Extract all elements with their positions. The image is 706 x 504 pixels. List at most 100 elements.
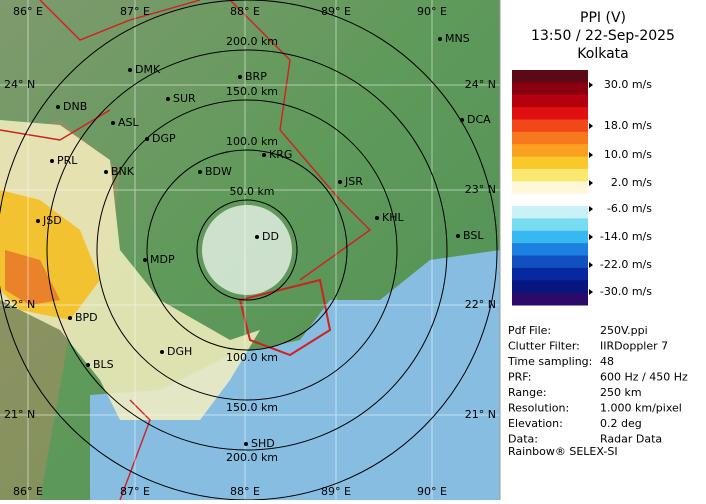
lat-label: 23° N (465, 183, 496, 196)
scale-band (512, 107, 588, 120)
lon-label: 89° E (321, 485, 351, 498)
info-key: Data: (508, 433, 538, 446)
city-dot (143, 258, 147, 262)
scale-band (512, 267, 588, 281)
scale-band (512, 82, 588, 96)
lon-label: 88° E (230, 5, 260, 18)
city-dot (56, 105, 60, 109)
ring-label: 200.0 km (226, 35, 278, 48)
ring-label: 150.0 km (226, 85, 278, 98)
lon-label: 90° E (417, 5, 447, 18)
scale-arrow (589, 180, 593, 186)
scale-label: 10.0 m/s (604, 148, 652, 161)
lat-label: 24° N (465, 78, 496, 91)
city-label: ASL (118, 116, 140, 129)
scale-band (512, 131, 588, 145)
lon-label: 86° E (13, 5, 43, 18)
city-dot (68, 316, 72, 320)
scale-band (512, 119, 588, 133)
city-label: JSD (42, 214, 62, 227)
city-label: KRG (269, 148, 292, 161)
ring-label: 100.0 km (226, 351, 278, 364)
city-dot (166, 97, 170, 101)
echo-weak (0, 120, 260, 420)
info-key: Resolution: (508, 402, 569, 415)
city-dot (86, 363, 90, 367)
panel-time: 13:50 / 22-Sep-2025 (531, 28, 675, 44)
info-key: Range: (508, 386, 547, 399)
scale-label: 2.0 m/s (611, 176, 652, 189)
info-value: 48 (600, 355, 614, 368)
scale-label: -30.0 m/s (600, 285, 652, 298)
city-dot (111, 121, 115, 125)
lon-label: 87° E (120, 485, 150, 498)
city-dot (375, 216, 379, 220)
city-label: SUR (173, 92, 196, 105)
city-dot (456, 234, 460, 238)
lat-label: 24° N (4, 78, 35, 91)
city-label: BSL (463, 229, 484, 242)
city-label: DGH (167, 345, 192, 358)
scale-band (512, 144, 588, 158)
city-dot (145, 137, 149, 141)
coastline-delta (238, 278, 332, 357)
city-dot (460, 118, 464, 122)
scale-band (512, 181, 588, 195)
info-value: 250 km (600, 386, 642, 399)
scale-arrow (589, 206, 593, 212)
info-key: Pdf File: (508, 324, 551, 337)
city-dot (104, 170, 108, 174)
info-key: Elevation: (508, 417, 563, 430)
city-label: BNK (111, 165, 135, 178)
city-dot (255, 235, 259, 239)
city-label: BLS (93, 358, 114, 371)
graticule (0, 0, 500, 500)
city-label: MNS (445, 32, 470, 45)
city-label: DMK (135, 63, 161, 76)
city-dot (198, 170, 202, 174)
scale-arrow (589, 262, 593, 268)
info-key: PRF: (508, 371, 531, 384)
scale-band (512, 206, 588, 219)
scale-label: 30.0 m/s (604, 78, 652, 91)
city-label: DD (262, 230, 279, 243)
panel-title: PPI (V) (580, 10, 626, 26)
city-dot (244, 442, 248, 446)
ring-label: 50.0 km (229, 185, 274, 198)
city-label: DGP (152, 132, 176, 145)
lon-label: 87° E (120, 5, 150, 18)
city-dot (36, 219, 40, 223)
scale-arrow (589, 82, 593, 88)
city-label: KHL (382, 211, 404, 224)
footer: Rainbow® SELEX-SI (508, 445, 618, 458)
scale-arrow (589, 234, 593, 240)
scale-arrow (589, 289, 593, 295)
scale-band (512, 280, 588, 294)
ring-label: 150.0 km (226, 401, 278, 414)
city-label: BPD (75, 311, 98, 324)
city-label: BRP (245, 70, 267, 83)
scale-band (512, 193, 588, 207)
lat-label: 22° N (4, 298, 35, 311)
scale-band (512, 94, 588, 108)
lat-label: 21° N (4, 408, 35, 421)
ring-label: 200.0 km (226, 451, 278, 464)
scale-band (512, 168, 588, 182)
lat-label: 21° N (465, 408, 496, 421)
scale-label: -22.0 m/s (600, 258, 652, 271)
scale-band (512, 156, 588, 170)
ring-label: 100.0 km (226, 135, 278, 148)
info-value: 1.000 km/pixel (600, 402, 682, 415)
panel-station: Kolkata (577, 46, 628, 62)
scale-band (512, 70, 588, 83)
lon-label: 89° E (321, 5, 351, 18)
scale-band (512, 255, 588, 269)
lon-label: 90° E (417, 485, 447, 498)
lon-label: 86° E (13, 485, 43, 498)
info-value: 600 Hz / 450 Hz (600, 371, 688, 384)
info-key: Clutter Filter: (508, 340, 580, 353)
city-dot (262, 153, 266, 157)
city-label: DNB (63, 100, 87, 113)
scale-arrow (589, 123, 593, 129)
